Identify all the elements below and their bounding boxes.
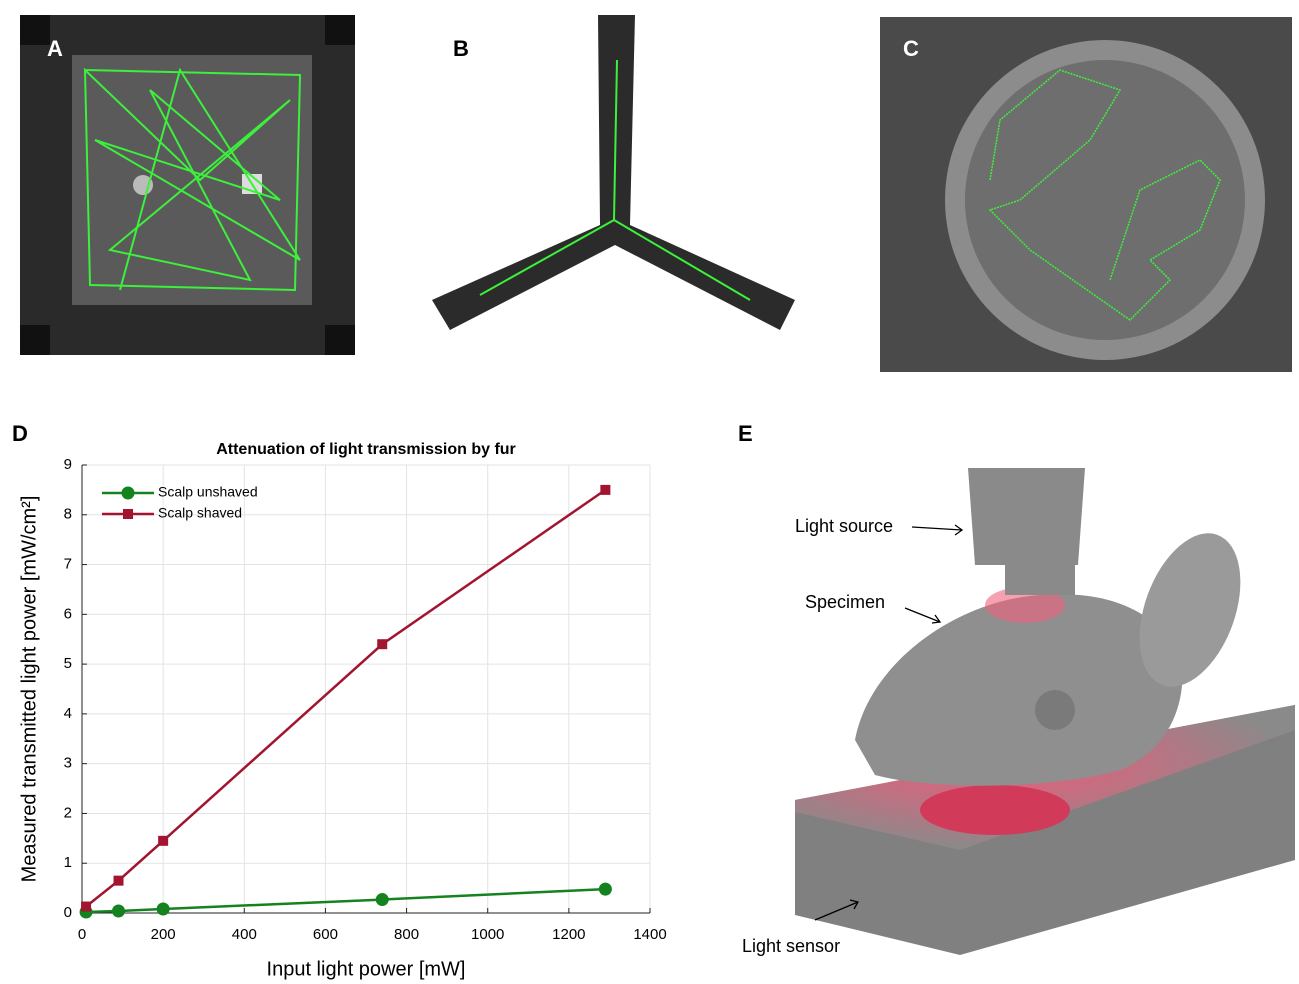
y-tick-label: 0 [64,904,72,921]
panel-label: B [453,36,469,61]
x-axis-label: Input light power [mW] [267,958,466,980]
y-tick-label: 6 [64,605,72,622]
x-tick-label: 0 [78,926,86,943]
legend-label: Scalp unshaved [158,484,258,500]
y-tick-label: 7 [64,556,72,573]
legend-marker [123,509,133,519]
data-point [600,485,610,495]
y-tick-label: 3 [64,755,72,772]
figure: A B C D E Light source Specimen Light [0,0,1299,984]
panel-label: A [47,36,63,61]
panel-label: E [738,421,753,446]
y-tick-label: 8 [64,506,72,523]
legend-marker [122,487,135,500]
photo-open-field [20,15,355,355]
data-point [114,876,124,886]
panel-label: C [903,36,919,61]
chart: 0 200 400 600 800 1000 1200 1400 0 1 2 3 4 5 6 7 8 9 Scalp… [64,456,667,943]
annotation: Light source [795,516,893,536]
panel-label: D [12,421,28,446]
y-tick-label: 4 [64,705,72,722]
y-tick-label: 2 [64,804,72,821]
data-point [158,836,168,846]
data-point [599,883,612,896]
data-point [157,903,170,916]
data-point [377,639,387,649]
illustration-mouse [795,468,1295,955]
x-tick-label: 600 [313,926,338,943]
data-point [81,902,91,912]
data-point [112,905,125,918]
x-tick-label: 800 [394,926,419,943]
x-tick-label: 400 [232,926,257,943]
annotation: Light sensor [742,936,840,956]
x-tick-label: 1200 [552,926,585,943]
x-tick-label: 1400 [633,926,666,943]
x-tick-label: 1000 [471,926,504,943]
annotation: Specimen [805,592,885,612]
photo-circular-arena [880,17,1292,372]
y-tick-label: 5 [64,655,72,672]
data-point [376,893,389,906]
y-axis-label: Measured transmitted light power [mW/cm²… [18,496,40,883]
photo-y-maze [432,15,795,330]
x-tick-label: 200 [151,926,176,943]
legend-label: Scalp shaved [158,505,242,521]
y-tick-label: 9 [64,456,72,473]
y-tick-label: 1 [64,854,72,871]
chart-title: Attenuation of light transmission by fur [216,441,516,458]
